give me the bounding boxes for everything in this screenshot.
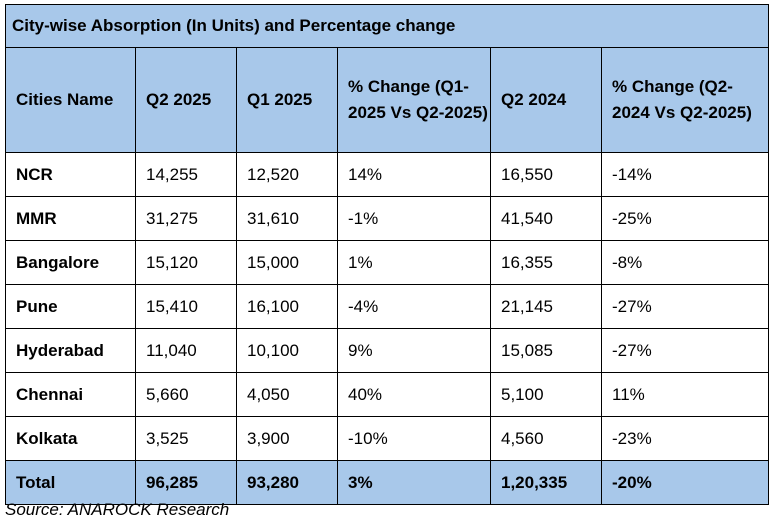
value-cell: -27% [600,284,770,329]
header-cities: Cities Name [5,47,136,153]
table-row: Chennai 5,660 4,050 40% 5,100 11% [5,372,770,417]
value-cell: 16,355 [490,240,602,285]
value-cell: 9% [337,328,491,373]
value-cell: 4,560 [490,416,602,461]
value-cell: 31,275 [135,196,237,241]
value-cell: -4% [337,284,491,329]
city-cell: Pune [5,284,136,329]
value-cell: -10% [337,416,491,461]
table-row: Bangalore 15,120 15,000 1% 16,355 -8% [5,240,770,285]
city-cell: Kolkata [5,416,136,461]
value-cell: 16,550 [490,152,602,197]
header-q2-2024: Q2 2024 [490,47,602,153]
value-cell: 3,525 [135,416,237,461]
header-change-yoy: % Change (Q2-2024 Vs Q2-2025) [600,47,770,153]
source-note: Source: ANAROCK Research [5,500,230,519]
table-title: City-wise Absorption (In Units) and Perc… [4,4,770,48]
value-cell: -25% [600,196,770,241]
value-cell: 11% [600,372,770,417]
value-cell: -8% [600,240,770,285]
value-cell: -27% [600,328,770,373]
total-value: 96,285 [135,460,237,505]
value-cell: 15,410 [135,284,237,329]
header-change-q1-q2: % Change (Q1-2025 Vs Q2-2025) [337,47,491,153]
header-q1-2025: Q1 2025 [236,47,338,153]
total-label: Total [5,460,136,505]
total-row: Total 96,285 93,280 3% 1,20,335 -20% [5,460,770,505]
total-value: 1,20,335 [490,460,602,505]
table-row: Pune 15,410 16,100 -4% 21,145 -27% [5,284,770,329]
value-cell: 4,050 [236,372,338,417]
city-cell: MMR [5,196,136,241]
value-cell: -14% [600,152,770,197]
value-cell: 14% [337,152,491,197]
value-cell: -1% [337,196,491,241]
city-cell: Bangalore [5,240,136,285]
header-row: Cities Name Q2 2025 Q1 2025 % Change (Q1… [5,47,770,153]
value-cell: 5,100 [490,372,602,417]
value-cell: 11,040 [135,328,237,373]
value-cell: 5,660 [135,372,237,417]
value-cell: 31,610 [236,196,338,241]
value-cell: 15,000 [236,240,338,285]
header-q2-2025: Q2 2025 [135,47,237,153]
city-cell: Chennai [5,372,136,417]
city-cell: NCR [5,152,136,197]
absorption-table: City-wise Absorption (In Units) and Perc… [4,4,770,505]
total-value: 93,280 [236,460,338,505]
city-cell: Hyderabad [5,328,136,373]
table-row: MMR 31,275 31,610 -1% 41,540 -25% [5,196,770,241]
value-cell: -23% [600,416,770,461]
total-value: 3% [337,460,491,505]
table-row: Hyderabad 11,040 10,100 9% 15,085 -27% [5,328,770,373]
value-cell: 15,120 [135,240,237,285]
table-row: NCR 14,255 12,520 14% 16,550 -14% [5,152,770,197]
value-cell: 1% [337,240,491,285]
value-cell: 14,255 [135,152,237,197]
total-value: -20% [600,460,770,505]
value-cell: 21,145 [490,284,602,329]
value-cell: 12,520 [236,152,338,197]
value-cell: 41,540 [490,196,602,241]
value-cell: 40% [337,372,491,417]
value-cell: 15,085 [490,328,602,373]
value-cell: 10,100 [236,328,338,373]
value-cell: 3,900 [236,416,338,461]
value-cell: 16,100 [236,284,338,329]
table-row: Kolkata 3,525 3,900 -10% 4,560 -23% [5,416,770,461]
